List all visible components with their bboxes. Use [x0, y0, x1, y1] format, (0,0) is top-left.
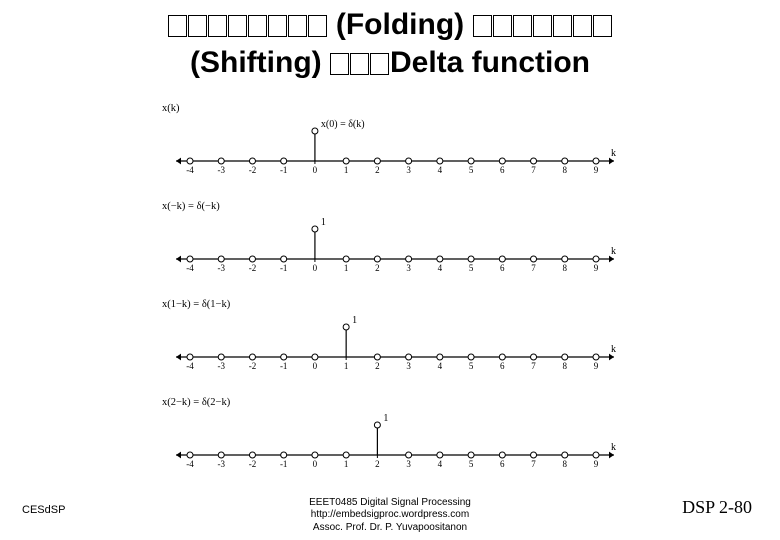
svg-text:2: 2 — [375, 165, 380, 175]
stem-plot: -4 -3 -2 -1 0 1 2 3 4 5 6 7 8 9 x(0) = δ(k) k x(k) — [155, 91, 625, 189]
svg-text:3: 3 — [406, 459, 411, 469]
svg-text:-3: -3 — [217, 165, 225, 175]
footer-author: Assoc. Prof. Dr. P. Yuvapoositanon — [0, 522, 780, 535]
svg-text:-2: -2 — [249, 263, 257, 273]
stem-plot-svg: -4 -3 -2 -1 0 1 2 3 4 5 6 7 8 9 1 k x(2−k) = δ(2−k) — [160, 385, 620, 481]
svg-text:7: 7 — [531, 165, 536, 175]
svg-text:x(0) = δ(k): x(0) = δ(k) — [321, 119, 365, 130]
svg-text:1: 1 — [352, 315, 357, 326]
svg-text:0: 0 — [313, 361, 318, 371]
svg-text:-2: -2 — [249, 361, 257, 371]
svg-text:5: 5 — [469, 459, 474, 469]
svg-text:0: 0 — [313, 165, 318, 175]
svg-text:-4: -4 — [186, 165, 194, 175]
svg-text:1: 1 — [344, 459, 349, 469]
svg-text:x(2−k) = δ(2−k): x(2−k) = δ(2−k) — [162, 397, 231, 408]
tofu-run — [330, 46, 390, 79]
svg-text:3: 3 — [406, 263, 411, 273]
svg-text:1: 1 — [321, 217, 326, 228]
footer-course: EEET0485 Digital Signal Processing — [0, 497, 780, 510]
svg-text:k: k — [611, 246, 616, 257]
title-line-2: (Shifting) Delta function — [0, 44, 780, 82]
svg-text:7: 7 — [531, 459, 536, 469]
svg-text:-3: -3 — [217, 459, 225, 469]
stem-plot-svg: -4 -3 -2 -1 0 1 2 3 4 5 6 7 8 9 x(0) = δ(k) k x(k) — [160, 91, 620, 187]
title-folding: (Folding) — [336, 8, 464, 41]
slide-title: (Folding) (Shifting) Delta function — [0, 0, 780, 81]
plots-area: -4 -3 -2 -1 0 1 2 3 4 5 6 7 8 9 x(0) = δ(k) k x(k) -4 -3 -2… — [155, 91, 625, 483]
svg-text:8: 8 — [563, 459, 568, 469]
footer-page: DSP 2-80 — [682, 497, 752, 518]
stem-plot: -4 -3 -2 -1 0 1 2 3 4 5 6 7 8 9 1 k x(−k) = δ(−k) — [155, 189, 625, 287]
svg-text:1: 1 — [344, 361, 349, 371]
svg-text:5: 5 — [469, 263, 474, 273]
svg-text:1: 1 — [383, 413, 388, 424]
svg-text:4: 4 — [438, 459, 443, 469]
svg-text:5: 5 — [469, 361, 474, 371]
svg-text:8: 8 — [563, 263, 568, 273]
svg-text:9: 9 — [594, 459, 599, 469]
title-delta: Delta function — [390, 46, 590, 79]
tofu-run — [472, 8, 612, 41]
svg-text:-2: -2 — [249, 165, 257, 175]
title-shifting: (Shifting) — [190, 46, 322, 79]
svg-text:-3: -3 — [217, 263, 225, 273]
stem-plot-svg: -4 -3 -2 -1 0 1 2 3 4 5 6 7 8 9 1 k x(1−k) = δ(1−k) — [160, 287, 620, 383]
svg-text:3: 3 — [406, 361, 411, 371]
footer-center: EEET0485 Digital Signal Processing http:… — [0, 497, 780, 535]
svg-text:-4: -4 — [186, 459, 194, 469]
svg-text:-4: -4 — [186, 263, 194, 273]
stem-plot-svg: -4 -3 -2 -1 0 1 2 3 4 5 6 7 8 9 1 k x(−k) = δ(−k) — [160, 189, 620, 285]
svg-text:9: 9 — [594, 165, 599, 175]
svg-text:3: 3 — [406, 165, 411, 175]
svg-text:-2: -2 — [249, 459, 257, 469]
svg-text:-1: -1 — [280, 459, 288, 469]
svg-text:0: 0 — [313, 263, 318, 273]
svg-text:7: 7 — [531, 361, 536, 371]
title-line-1: (Folding) — [0, 6, 780, 44]
svg-text:8: 8 — [563, 361, 568, 371]
svg-text:2: 2 — [375, 263, 380, 273]
svg-text:4: 4 — [438, 263, 443, 273]
footer-url: http://embedsigproc.wordpress.com — [0, 509, 780, 522]
stem-plot: -4 -3 -2 -1 0 1 2 3 4 5 6 7 8 9 1 k x(2−k) = δ(2−k) — [155, 385, 625, 483]
svg-text:5: 5 — [469, 165, 474, 175]
svg-text:k: k — [611, 148, 616, 159]
svg-text:4: 4 — [438, 165, 443, 175]
slide-footer: CESdSP EEET0485 Digital Signal Processin… — [0, 494, 780, 536]
svg-text:4: 4 — [438, 361, 443, 371]
svg-text:9: 9 — [594, 263, 599, 273]
tofu-run — [168, 8, 328, 41]
svg-text:-1: -1 — [280, 263, 288, 273]
svg-text:0: 0 — [313, 459, 318, 469]
svg-text:-1: -1 — [280, 165, 288, 175]
svg-text:7: 7 — [531, 263, 536, 273]
svg-text:x(1−k) = δ(1−k): x(1−k) = δ(1−k) — [162, 299, 231, 310]
svg-text:6: 6 — [500, 165, 505, 175]
svg-text:-1: -1 — [280, 361, 288, 371]
stem-plot: -4 -3 -2 -1 0 1 2 3 4 5 6 7 8 9 1 k x(1−k) = δ(1−k) — [155, 287, 625, 385]
svg-text:x(k): x(k) — [162, 103, 180, 114]
svg-text:6: 6 — [500, 459, 505, 469]
svg-text:9: 9 — [594, 361, 599, 371]
svg-text:k: k — [611, 442, 616, 453]
svg-text:1: 1 — [344, 165, 349, 175]
svg-text:2: 2 — [375, 459, 380, 469]
svg-text:2: 2 — [375, 361, 380, 371]
svg-text:k: k — [611, 344, 616, 355]
svg-text:x(−k) = δ(−k): x(−k) = δ(−k) — [162, 201, 220, 212]
svg-text:8: 8 — [563, 165, 568, 175]
svg-text:6: 6 — [500, 361, 505, 371]
svg-text:-4: -4 — [186, 361, 194, 371]
svg-text:6: 6 — [500, 263, 505, 273]
svg-text:1: 1 — [344, 263, 349, 273]
svg-text:-3: -3 — [217, 361, 225, 371]
